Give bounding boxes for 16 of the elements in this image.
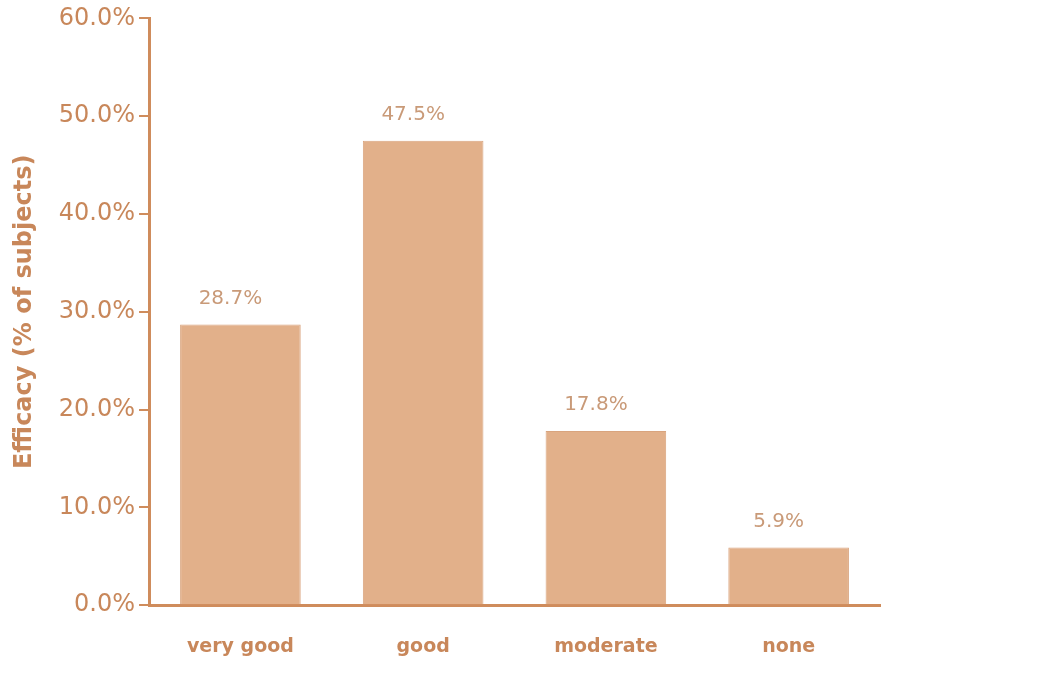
y-tick-label: 60.0% (58, 2, 136, 31)
x-tick-label: good (396, 633, 450, 656)
y-tick-label: 0.0% (74, 589, 136, 618)
x-tick-label: very good (186, 633, 294, 656)
y-tick-label: 40.0% (58, 198, 136, 227)
data-label: 17.8% (564, 391, 628, 416)
x-tick-label: none (762, 633, 816, 656)
data-label: 28.7% (198, 284, 263, 309)
y-tick-label: 10.0% (58, 491, 136, 520)
data-label: 5.9% (753, 507, 805, 532)
y-axis-title: Efficacy (% of subjects) (8, 154, 37, 470)
data-label: 47.5% (381, 100, 445, 125)
y-tick-label: 20.0% (58, 393, 136, 422)
x-tick-label: moderate (554, 633, 658, 656)
y-tick-label: 30.0% (58, 296, 136, 325)
y-tick-label: 50.0% (58, 100, 136, 129)
